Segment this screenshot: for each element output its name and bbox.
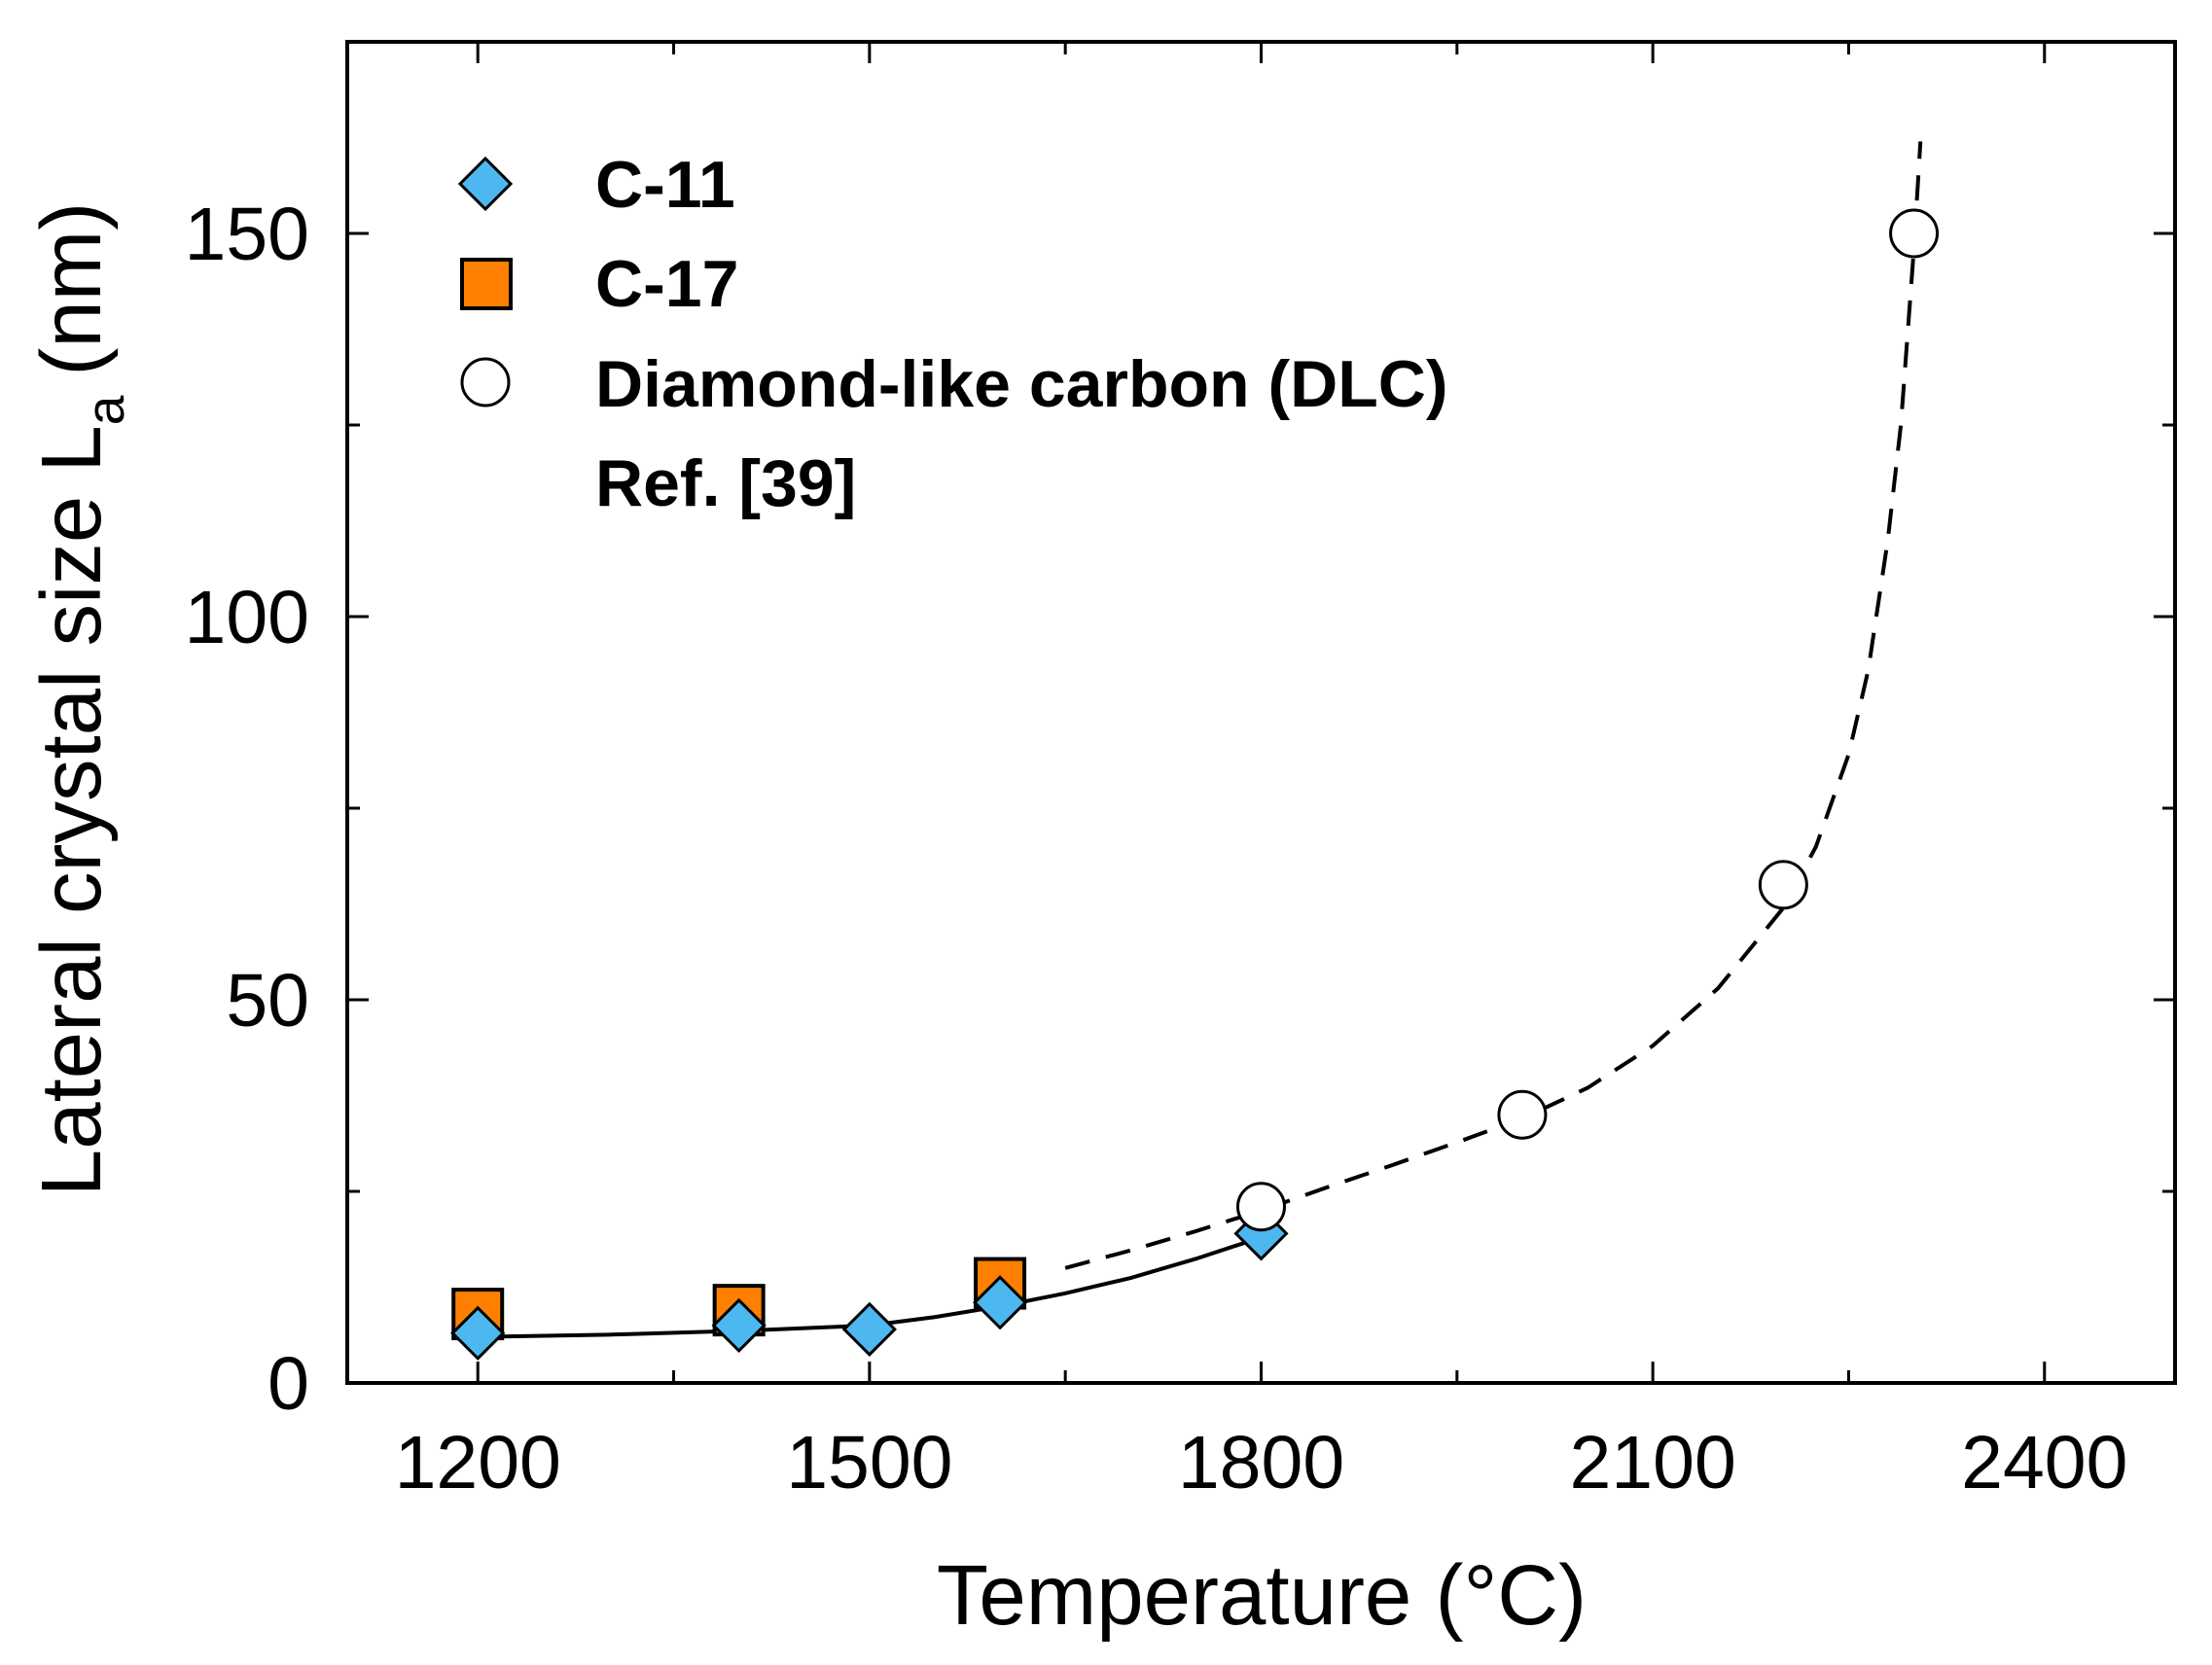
x-axis-title: Temperature (°C) xyxy=(937,1548,1587,1643)
dlc-point xyxy=(1497,1089,1548,1140)
fit-lines xyxy=(478,141,1923,1339)
legend-label-dlc: Diamond-like carbon (DLC) xyxy=(595,347,1448,421)
x-tick-label: 1200 xyxy=(395,1421,561,1505)
dlc-point xyxy=(1889,208,1940,259)
y-tick-label: 0 xyxy=(268,1342,309,1426)
legend: C-11 C-17 Diamond-like carbon (DLC) Ref.… xyxy=(457,148,1448,520)
c11-point xyxy=(450,1305,506,1361)
axis-ticks xyxy=(347,40,2175,1385)
data-points xyxy=(450,208,1940,1361)
x-tick-label: 1800 xyxy=(1178,1421,1344,1505)
legend-marker-c17 xyxy=(460,258,513,310)
dlc-point xyxy=(1236,1182,1286,1232)
y-axis-title: Lateral crystal size La (nm) xyxy=(24,202,135,1196)
y-tick-label: 100 xyxy=(185,576,309,659)
y-tick-label: 150 xyxy=(185,193,309,276)
c-series-fit-line xyxy=(478,1235,1263,1339)
legend-label-dlc-ref: Ref. [39] xyxy=(595,446,856,520)
legend-marker-dlc xyxy=(460,357,511,407)
x-tick-label: 1500 xyxy=(786,1421,952,1505)
legend-marker-c11 xyxy=(457,156,514,212)
x-tick-label: 2100 xyxy=(1569,1421,1735,1505)
y-axis-title-unit: (nm) xyxy=(24,202,119,376)
c11-point xyxy=(972,1275,1028,1330)
legend-label-c17: C-17 xyxy=(595,247,738,321)
c11-point xyxy=(711,1297,767,1354)
dlc-fit-line xyxy=(1064,141,1923,1270)
x-tick-label: 2400 xyxy=(1961,1421,2127,1505)
y-axis-title-subscript: a xyxy=(75,395,135,425)
y-tick-labels: 0 50 100 150 xyxy=(185,193,309,1426)
x-tick-labels: 1200 1500 1800 2100 2400 xyxy=(395,1421,2128,1505)
c11-point xyxy=(841,1301,897,1357)
dlc-point xyxy=(1758,860,1808,910)
y-tick-label: 50 xyxy=(226,959,309,1043)
legend-label-c11: C-11 xyxy=(595,148,735,222)
y-axis-title-main: Lateral crystal size L xyxy=(24,425,119,1196)
